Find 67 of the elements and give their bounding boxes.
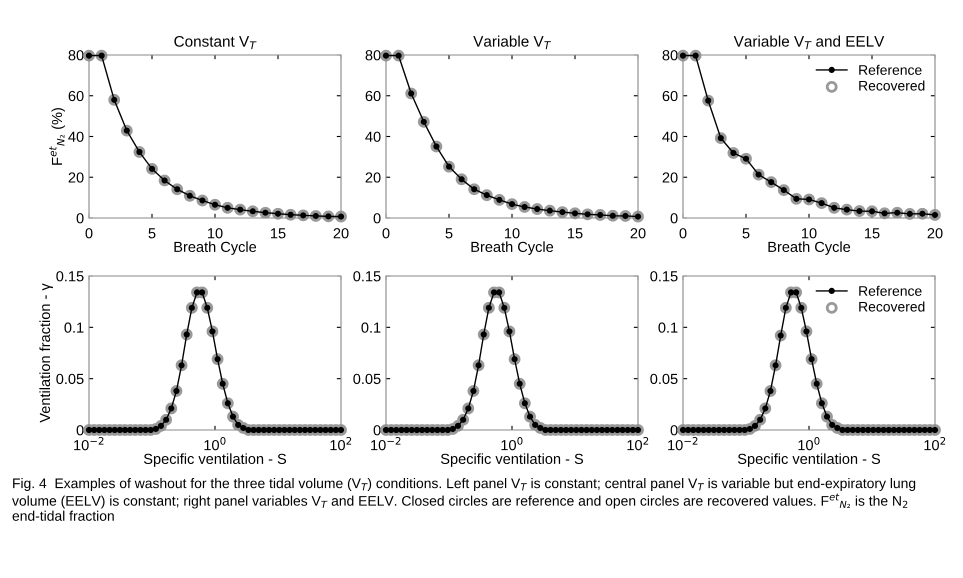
x-tick-label: 10$^{0}$ — [204, 437, 226, 450]
y-tick-label: 60 — [366, 90, 381, 102]
x-tick-label: 5 — [742, 228, 750, 238]
y-tick-label: 0 — [374, 425, 381, 436]
legend-label: Reference — [859, 286, 922, 296]
y-tick-label: 80 — [366, 50, 381, 60]
y-tick-label: 60 — [662, 90, 678, 102]
y-tick-label: 0.1 — [64, 322, 84, 333]
y-tick-label: 0 — [76, 425, 84, 436]
x-tick-label: 5 — [148, 228, 156, 238]
x-tick-label: 10 — [208, 228, 223, 238]
y-tick-label: 0.15 — [353, 271, 381, 282]
chart-title: Variable V$_{T}$ and EELV — [734, 36, 884, 50]
y-tick-label: 0.15 — [56, 271, 84, 282]
x-tick-label: 0 — [86, 228, 92, 238]
x-axis-title: Specific ventilation - S — [144, 453, 286, 467]
x-tick-label: 10$^{0}$ — [798, 437, 820, 450]
chart-title: Constant V$_{T}$ — [174, 36, 257, 50]
y-tick-label: 20 — [366, 172, 381, 183]
legend-label: Recovered — [859, 301, 924, 312]
y-tick-label: 0.1 — [658, 322, 678, 333]
text: Fig. 4 Examples of washout for the three tidal volume (V$_{T}$) conditions. Left panel V$_{T}$ is constant; central panel V$_{T}$ is variable but end-expiratory lung volume (EELV) is constant; right panel variables V$_{T}$ and EELV. Closed circles are reference and open circles are recovered values. F$^{et}$$_{N₂}$ is the N$_{2}$ end-tidal fraction — [12, 478, 916, 521]
chart-title: Variable V$_{T}$ — [473, 36, 552, 50]
y-tick-label: 0.05 — [56, 374, 84, 384]
y-tick-label: 0.05 — [650, 374, 678, 384]
y-tick-label: 80 — [662, 50, 678, 60]
legend-label: Recovered — [859, 80, 924, 91]
y-tick-label: 0 — [670, 425, 678, 436]
y-tick-label: 60 — [68, 90, 84, 102]
x-tick-label: 15 — [271, 228, 286, 238]
x-axis-title: Specific ventilation - S — [440, 453, 584, 467]
y-axis-title: F$^{et}$$_{N₂}$ (%) — [49, 108, 66, 165]
y-axis-title: Ventilation fraction - γ — [39, 283, 53, 423]
x-tick-label: 10 — [802, 228, 817, 238]
y-tick-label: 0 — [670, 213, 678, 224]
x-tick-label: 0 — [680, 228, 686, 238]
x-tick-label: 10$^{2}$ — [330, 437, 352, 450]
x-tick-label: 20 — [928, 228, 943, 238]
y-tick-label: 20 — [68, 172, 84, 183]
y-tick-label: 0 — [76, 213, 84, 224]
y-tick-label: 40 — [68, 132, 84, 142]
x-tick-label: 10$^{0}$ — [501, 437, 523, 450]
x-tick-label: 15 — [865, 228, 880, 238]
x-tick-label: 5 — [446, 228, 452, 238]
y-tick-label: 0.1 — [361, 322, 380, 333]
x-tick-label: 20 — [334, 228, 349, 238]
y-tick-label: 40 — [662, 132, 678, 142]
x-axis-title: Breath Cycle — [174, 241, 256, 255]
x-tick-label: 15 — [568, 228, 582, 238]
x-axis-title: Breath Cycle — [768, 241, 850, 255]
y-tick-label: 20 — [662, 172, 678, 183]
y-tick-label: 40 — [365, 132, 381, 142]
x-axis-title: Specific ventilation - S — [738, 453, 880, 467]
x-tick-label: 10$^{2}$ — [924, 437, 946, 450]
x-tick-label: 20 — [630, 228, 646, 238]
x-axis-title: Breath Cycle — [471, 241, 554, 255]
y-tick-label: 0.05 — [353, 374, 381, 384]
x-tick-label: 10$^{−2}$ — [74, 437, 104, 450]
legend-label: Reference — [859, 64, 922, 75]
x-tick-label: 10$^{−2}$ — [668, 437, 698, 450]
y-tick-label: 0 — [374, 213, 381, 224]
x-tick-label: 10$^{−2}$ — [371, 437, 400, 450]
x-tick-label: 10$^{2}$ — [627, 437, 648, 450]
y-tick-label: 0.15 — [650, 271, 678, 282]
x-tick-label: 0 — [382, 228, 390, 238]
x-tick-label: 10 — [505, 228, 520, 238]
y-tick-label: 80 — [68, 50, 84, 60]
